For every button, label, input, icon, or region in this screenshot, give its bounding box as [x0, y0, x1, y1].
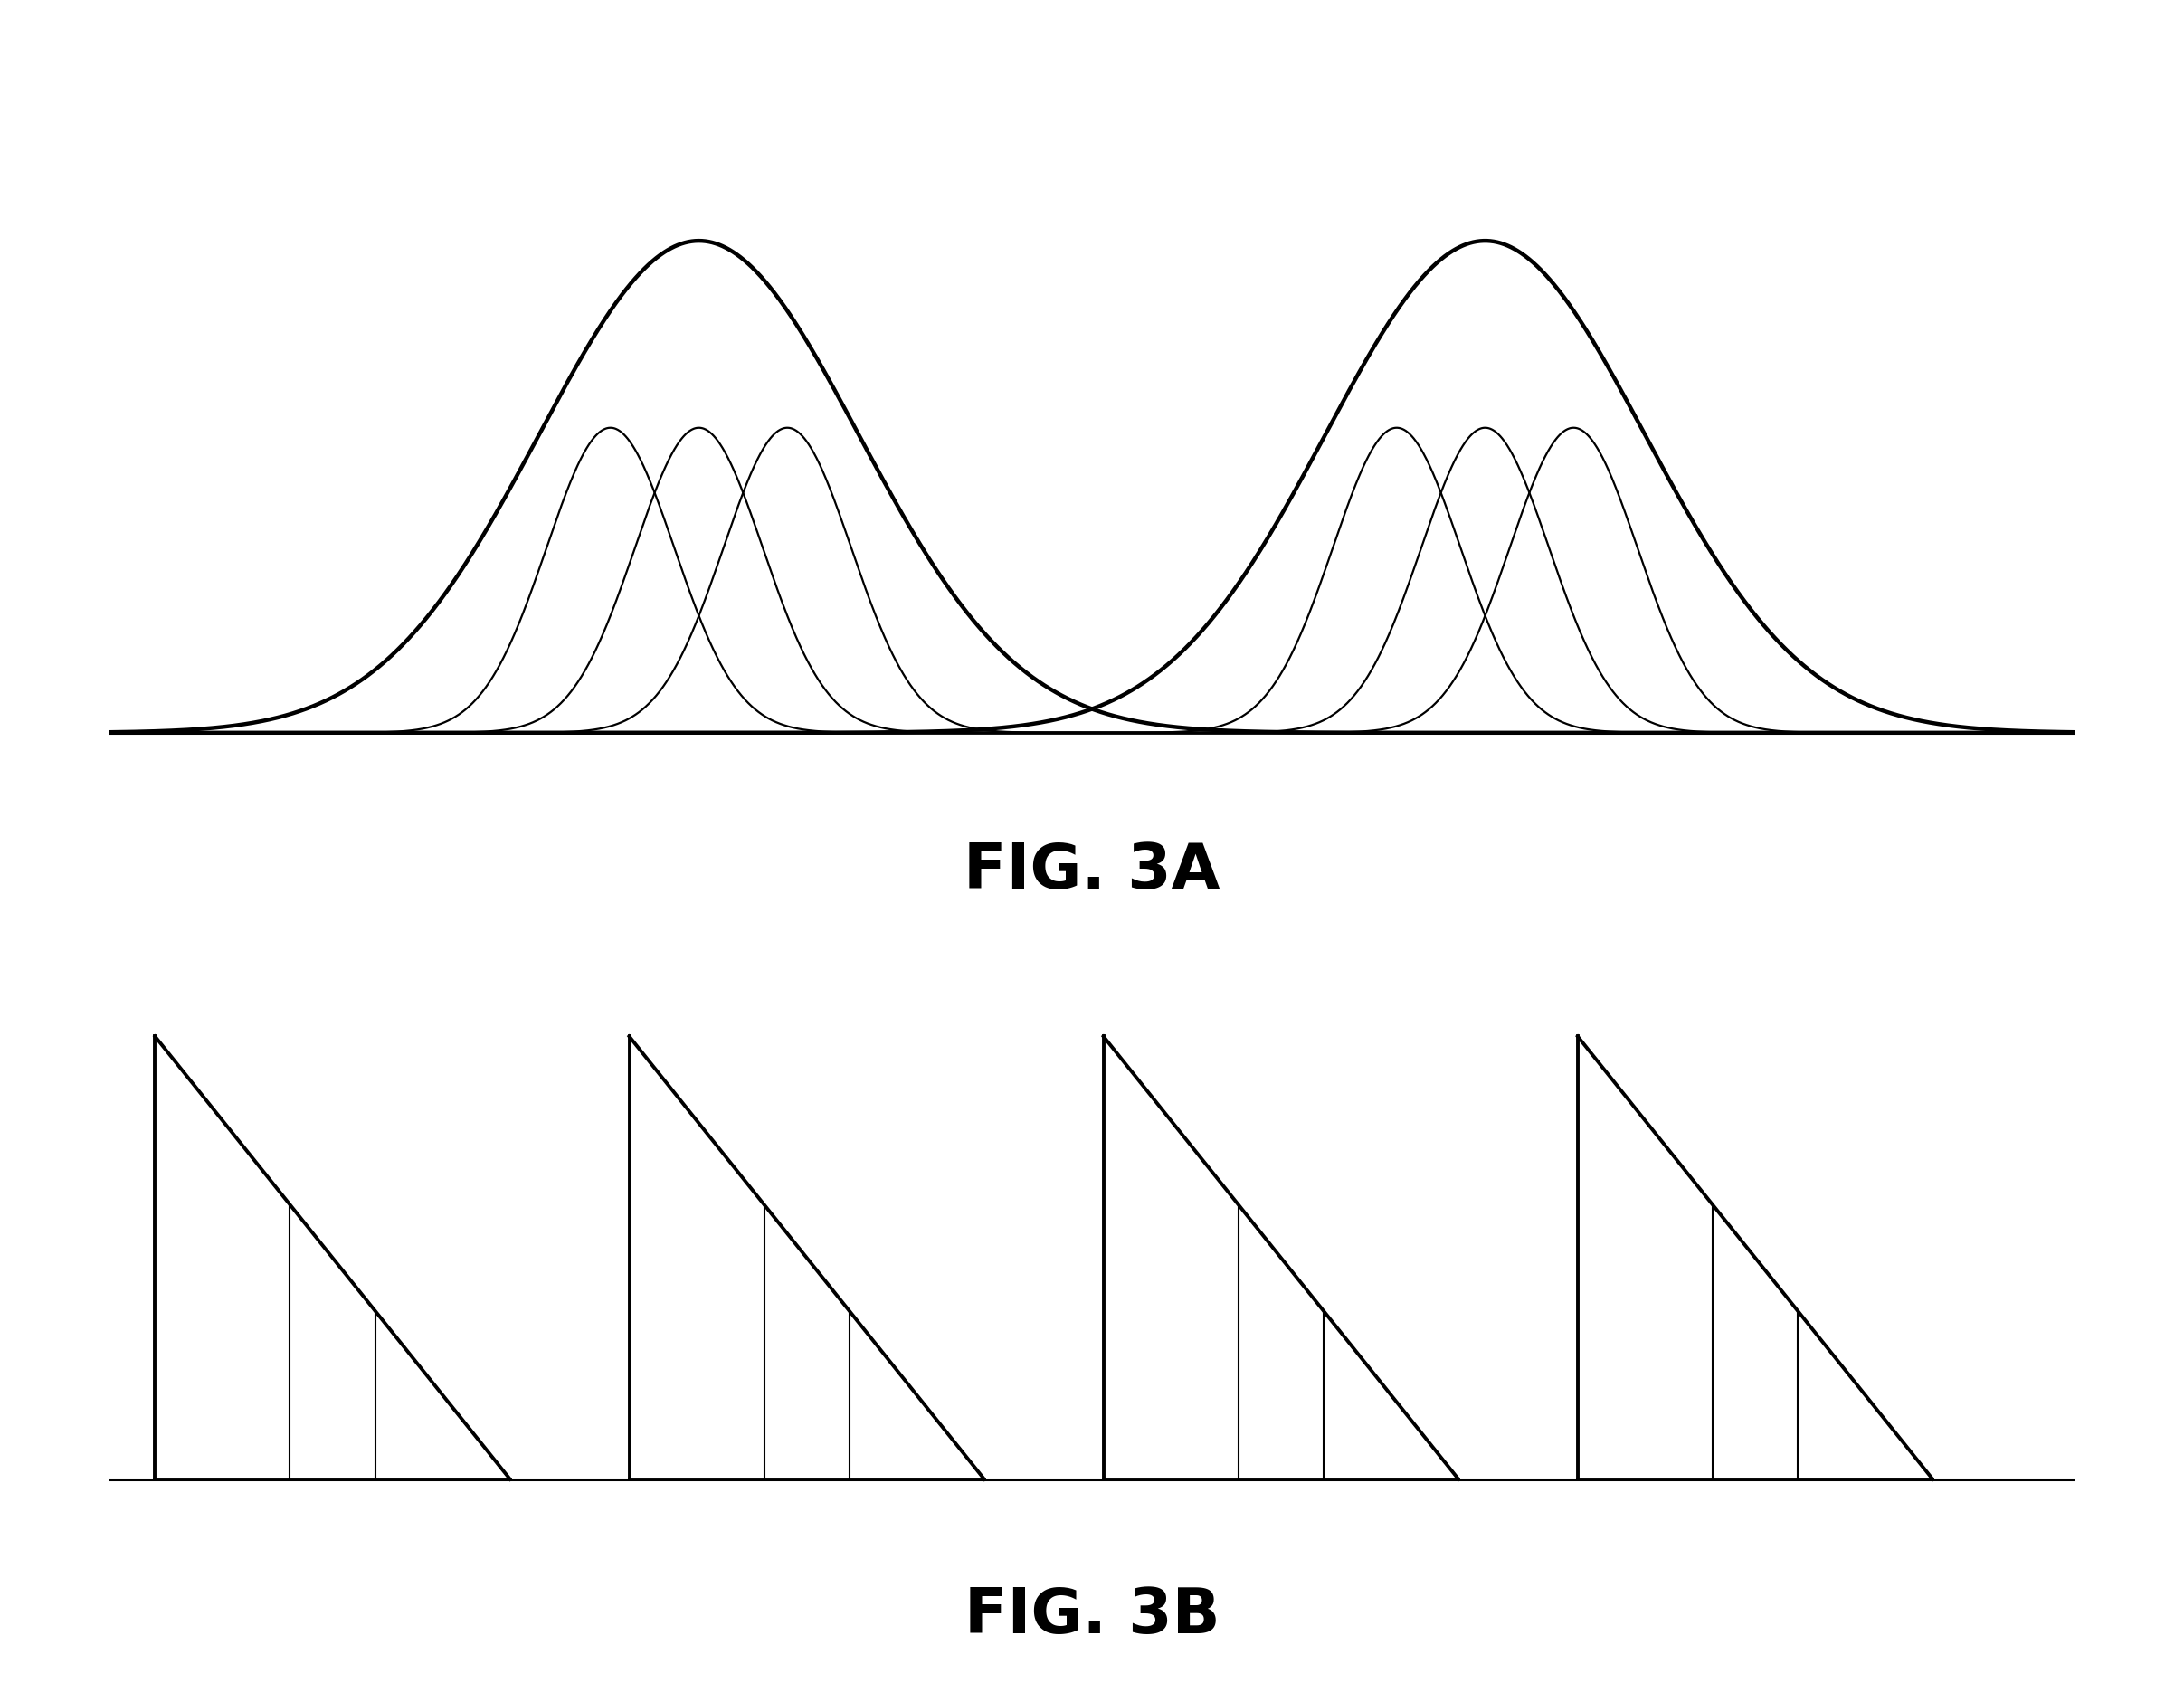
Text: FIG. 3B: FIG. 3B	[963, 1585, 1221, 1646]
Text: FIG. 3A: FIG. 3A	[963, 840, 1221, 900]
